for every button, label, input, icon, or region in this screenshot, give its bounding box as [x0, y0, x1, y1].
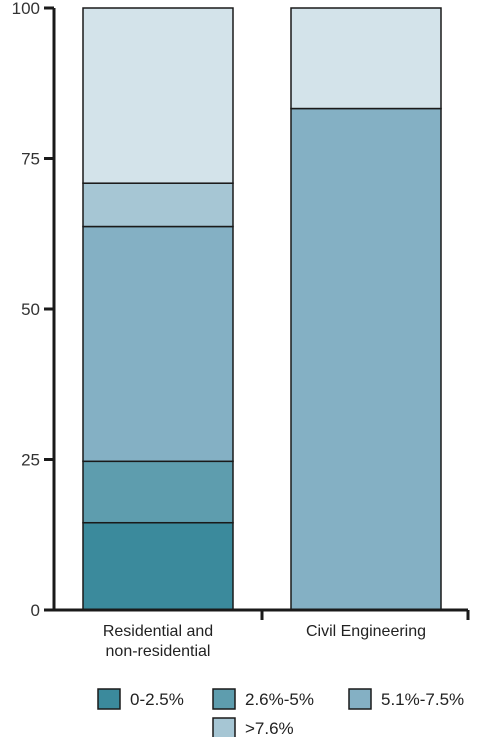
bars-layer — [82, 7, 442, 611]
legend: 0-2.5% 2.6%-5% 5.1%-7.5% >7.6% — [97, 688, 464, 737]
legend-swatch — [97, 688, 121, 710]
legend-swatch — [212, 688, 236, 710]
legend-label: 2.6%-5% — [245, 690, 314, 709]
y-tick-label: 0 — [31, 601, 40, 620]
bar-segment — [82, 460, 234, 524]
legend-label: >7.6% — [245, 719, 294, 737]
legend-label: 0-2.5% — [130, 690, 184, 709]
y-tick-label: 50 — [21, 300, 40, 319]
bar-segment — [290, 107, 442, 611]
bar-segment — [82, 521, 234, 611]
axes-layer — [44, 6, 470, 620]
legend-swatch — [348, 688, 372, 710]
labels-layer: 0 25 50 75 100 Residential and non-residential… — [12, 0, 426, 660]
x-category-label: Residential and — [103, 623, 213, 640]
legend-label: 5.1%-7.5% — [381, 690, 464, 709]
x-category-label: Civil Engineering — [306, 623, 426, 640]
y-tick-label: 25 — [21, 451, 40, 470]
bar-segment — [82, 225, 234, 463]
bar-segment — [82, 182, 234, 228]
y-tick-label: 75 — [21, 150, 40, 169]
bar-segment — [82, 7, 234, 184]
y-tick-label: 100 — [12, 0, 40, 18]
legend-swatch — [212, 717, 236, 737]
x-category-label: non-residential — [106, 643, 211, 660]
bar-segment — [290, 7, 442, 110]
